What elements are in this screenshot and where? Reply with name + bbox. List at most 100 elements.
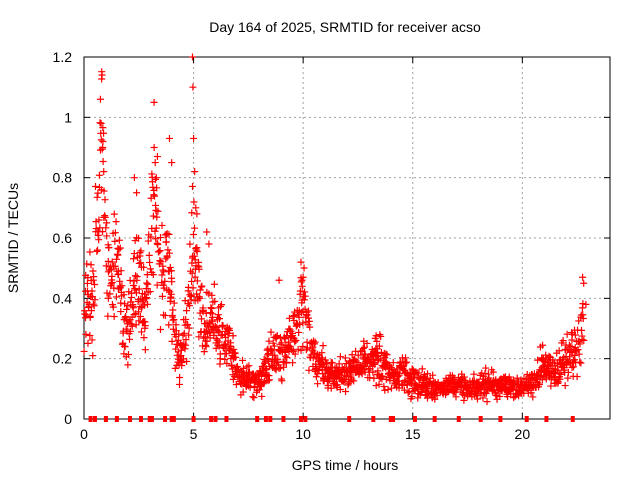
data-point xyxy=(232,353,240,361)
data-point xyxy=(111,262,119,270)
data-point xyxy=(191,224,199,232)
data-point xyxy=(153,153,161,161)
data-point xyxy=(146,265,154,273)
data-point xyxy=(405,388,413,396)
baseline-marker xyxy=(114,416,119,422)
data-point xyxy=(93,193,101,201)
data-point xyxy=(158,292,166,300)
data-point xyxy=(239,356,247,364)
baseline-marker xyxy=(456,416,461,422)
data-point xyxy=(117,267,125,275)
data-point xyxy=(196,286,204,294)
data-point xyxy=(136,313,144,321)
data-point xyxy=(386,362,394,370)
data-point xyxy=(203,228,211,236)
data-point xyxy=(170,316,178,324)
data-point xyxy=(129,304,137,312)
baseline-marker xyxy=(191,416,196,422)
data-point xyxy=(150,98,158,106)
data-point xyxy=(126,276,134,284)
data-point xyxy=(418,365,426,373)
data-point xyxy=(161,312,169,320)
y-tick-label: 0.6 xyxy=(53,230,73,246)
y-tick-label: 0.8 xyxy=(53,170,73,186)
data-point xyxy=(146,288,154,296)
data-point xyxy=(344,381,352,389)
data-point xyxy=(295,313,303,321)
data-point xyxy=(285,314,293,322)
data-point xyxy=(281,335,289,343)
baseline-marker xyxy=(149,416,154,422)
data-point xyxy=(90,273,98,281)
data-point xyxy=(163,253,171,261)
data-point xyxy=(297,346,305,354)
data-point xyxy=(489,368,497,376)
data-point xyxy=(381,386,389,394)
data-point xyxy=(151,175,159,183)
data-point xyxy=(105,244,113,252)
data-point xyxy=(165,134,173,142)
data-point xyxy=(156,247,164,255)
data-point xyxy=(99,158,107,166)
data-point xyxy=(109,303,117,311)
data-point xyxy=(387,384,395,392)
data-point xyxy=(336,353,344,361)
data-point xyxy=(402,359,410,367)
data-point xyxy=(188,53,196,61)
data-point xyxy=(86,248,94,256)
data-point xyxy=(99,144,107,151)
data-point xyxy=(115,245,123,253)
data-point xyxy=(90,302,98,310)
data-point xyxy=(395,384,403,392)
data-point xyxy=(301,305,309,313)
data-point xyxy=(86,313,94,321)
data-point xyxy=(250,394,258,402)
data-point xyxy=(137,259,145,267)
data-point xyxy=(556,375,564,383)
data-point xyxy=(167,290,175,298)
data-point xyxy=(336,385,344,393)
data-point xyxy=(566,353,574,361)
data-point xyxy=(261,359,269,367)
y-axis-ticks: 0 0.2 0.4 0.6 0.8 1 1.2 xyxy=(53,49,610,427)
data-point xyxy=(578,336,586,344)
data-point xyxy=(380,382,388,390)
data-point xyxy=(276,340,284,348)
data-point xyxy=(103,232,111,240)
data-point xyxy=(360,343,368,351)
data-point xyxy=(189,83,197,91)
data-point xyxy=(103,219,111,227)
x-tick-label: 20 xyxy=(515,426,531,442)
data-point xyxy=(151,227,159,235)
baseline-marker xyxy=(163,416,168,422)
data-point xyxy=(534,356,542,364)
data-point xyxy=(404,389,412,397)
data-point xyxy=(153,213,161,221)
data-point xyxy=(140,334,148,342)
data-point xyxy=(278,377,286,385)
data-point xyxy=(193,277,201,285)
data-point xyxy=(396,370,404,378)
data-point xyxy=(171,364,179,372)
data-point xyxy=(112,293,120,301)
data-point xyxy=(345,380,353,388)
data-point xyxy=(161,277,169,285)
data-point xyxy=(311,338,319,346)
data-point xyxy=(84,339,92,347)
data-point xyxy=(195,265,203,273)
baseline-marker xyxy=(169,416,174,422)
data-point xyxy=(579,300,587,308)
data-point xyxy=(183,320,191,328)
data-point xyxy=(580,279,588,287)
data-point xyxy=(265,376,273,384)
data-point xyxy=(538,376,546,384)
data-point xyxy=(579,314,587,322)
data-point xyxy=(278,339,286,347)
data-point xyxy=(112,218,120,226)
data-point xyxy=(420,371,428,379)
data-point xyxy=(157,258,165,266)
data-point xyxy=(565,341,573,349)
data-point xyxy=(130,250,138,258)
data-point xyxy=(299,273,307,281)
baseline-marker xyxy=(224,416,229,422)
